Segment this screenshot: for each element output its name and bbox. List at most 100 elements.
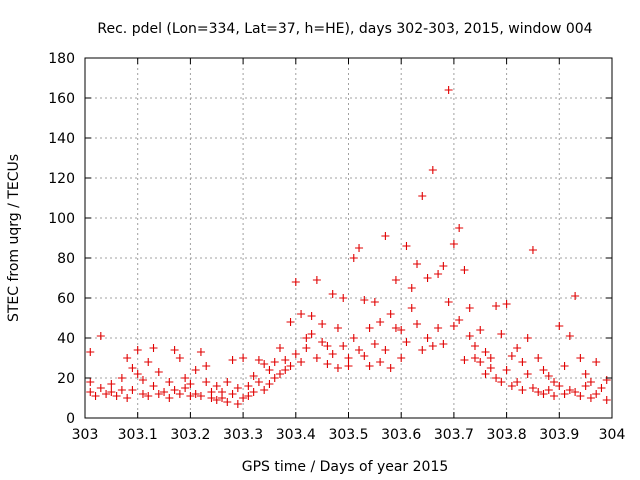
x-tick-labels: 303 303.1 303.2 303.3 303.4 303.5 303.6 303.7 30…	[72, 427, 626, 443]
data-point	[96, 332, 105, 340]
data-point	[123, 354, 132, 362]
data-point	[391, 324, 400, 332]
data-point	[402, 338, 411, 346]
data-point	[323, 360, 332, 368]
data-point	[507, 352, 516, 360]
data-point	[239, 354, 248, 362]
x-tick-label: 303	[72, 427, 99, 443]
data-point	[391, 276, 400, 284]
data-point	[107, 380, 116, 388]
data-point	[249, 388, 258, 396]
data-point	[281, 356, 290, 364]
data-point	[386, 364, 395, 372]
data-point	[275, 370, 284, 378]
data-point	[254, 356, 263, 364]
data-point	[355, 244, 364, 252]
data-point	[181, 374, 190, 382]
x-axis-label: GPS time / Days of year 2015	[242, 459, 449, 475]
data-point	[175, 354, 184, 362]
data-point	[555, 382, 564, 390]
data-point	[581, 382, 590, 390]
data-point	[428, 342, 437, 350]
data-point	[518, 358, 527, 366]
data-point	[602, 396, 611, 404]
data-point	[581, 370, 590, 378]
data-point	[339, 294, 348, 302]
data-point	[518, 386, 527, 394]
data-point	[534, 388, 543, 396]
data-point	[481, 370, 490, 378]
data-point	[233, 400, 242, 408]
data-point	[550, 392, 559, 400]
data-point	[565, 386, 574, 394]
data-point	[86, 348, 95, 356]
y-tick-label: 40	[57, 331, 75, 347]
data-point	[302, 334, 311, 342]
data-point	[344, 354, 353, 362]
data-point	[434, 324, 443, 332]
data-point	[486, 354, 495, 362]
data-point	[502, 300, 511, 308]
data-point	[312, 276, 321, 284]
data-point	[265, 366, 274, 374]
data-point	[239, 394, 248, 402]
data-point	[254, 378, 263, 386]
data-point	[376, 358, 385, 366]
data-point	[423, 334, 432, 342]
data-point	[397, 354, 406, 362]
y-tick-label: 140	[48, 131, 75, 147]
data-point	[534, 354, 543, 362]
data-point	[181, 384, 190, 392]
data-point	[149, 344, 158, 352]
data-point	[312, 354, 321, 362]
data-point	[286, 362, 295, 370]
data-point	[523, 370, 532, 378]
data-point	[318, 338, 327, 346]
data-point	[349, 334, 358, 342]
x-tick-label: 303.1	[118, 427, 158, 443]
data-point	[370, 298, 379, 306]
data-point	[476, 358, 485, 366]
data-point	[96, 384, 105, 392]
data-point	[154, 368, 163, 376]
data-point	[407, 304, 416, 312]
data-point	[333, 324, 342, 332]
y-axis-label: STEC from uqrg / TECUs	[6, 154, 22, 322]
data-point	[492, 374, 501, 382]
data-point	[386, 310, 395, 318]
data-point	[244, 382, 253, 390]
data-point	[528, 384, 537, 392]
data-point	[270, 374, 279, 382]
y-tick-label: 180	[48, 51, 75, 67]
data-point	[291, 278, 300, 286]
data-point	[470, 342, 479, 350]
data-point	[550, 378, 559, 386]
data-point	[128, 364, 137, 372]
data-point	[523, 334, 532, 342]
data-point	[455, 224, 464, 232]
y-tick-label: 60	[57, 291, 75, 307]
data-point	[202, 362, 211, 370]
data-point	[497, 330, 506, 338]
data-point	[586, 378, 595, 386]
data-point	[428, 166, 437, 174]
data-point	[586, 394, 595, 402]
data-point	[86, 388, 95, 396]
data-point	[297, 358, 306, 366]
data-point	[397, 326, 406, 334]
data-point	[460, 356, 469, 364]
data-point	[592, 358, 601, 366]
data-point	[223, 378, 232, 386]
data-point	[560, 390, 569, 398]
data-point	[270, 358, 279, 366]
data-point	[128, 386, 137, 394]
data-point	[275, 344, 284, 352]
data-point	[513, 344, 522, 352]
data-points	[86, 86, 611, 408]
data-point	[592, 390, 601, 398]
data-point	[318, 320, 327, 328]
data-point	[333, 364, 342, 372]
data-point	[223, 398, 232, 406]
data-point	[281, 366, 290, 374]
data-point	[439, 262, 448, 270]
